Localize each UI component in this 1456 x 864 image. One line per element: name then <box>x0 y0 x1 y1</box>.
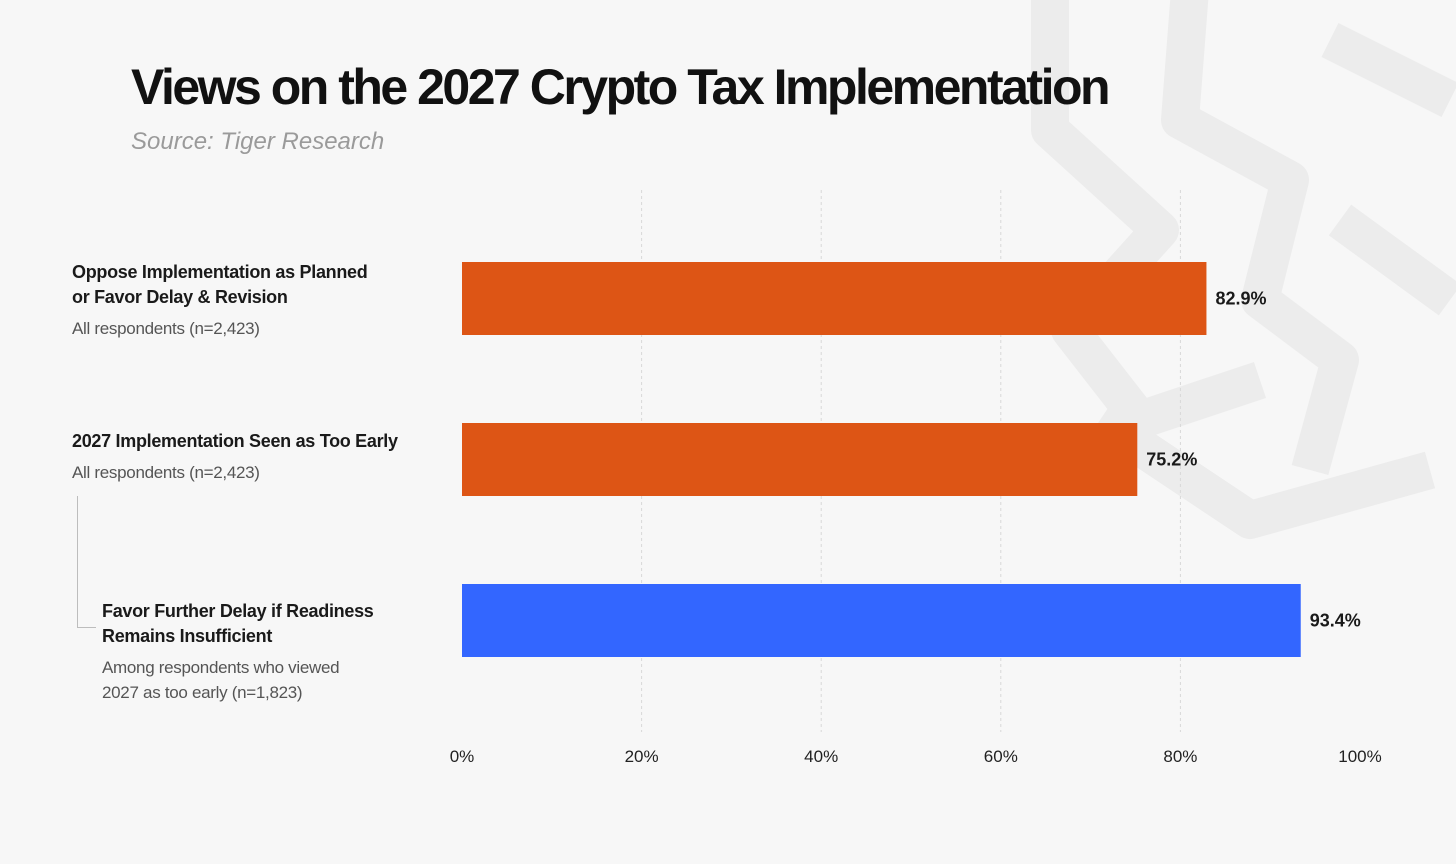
x-tick-label: 100% <box>1338 747 1381 766</box>
x-tick-label: 0% <box>450 747 475 766</box>
category-sample-note: All respondents (n=2,423) <box>72 463 260 482</box>
category-label-further-delay: Favor Further Delay if Readiness Remains… <box>102 599 374 705</box>
x-tick-label: 80% <box>1163 747 1197 766</box>
category-name: Favor Further Delay if Readiness Remains… <box>102 601 374 646</box>
category-name: Oppose Implementation as Planned or Favo… <box>72 262 368 307</box>
category-label-too-early: 2027 Implementation Seen as Too Early Al… <box>72 429 398 485</box>
chart-title: Views on the 2027 Crypto Tax Implementat… <box>131 59 1111 115</box>
x-tick-label: 40% <box>804 747 838 766</box>
category-label-oppose: Oppose Implementation as Planned or Favo… <box>72 260 368 341</box>
x-tick-label: 20% <box>625 747 659 766</box>
chart-subtitle: Source: Tiger Research <box>131 128 385 155</box>
bar-value-label: 82.9% <box>1215 289 1266 309</box>
bar-value-label: 93.4% <box>1310 611 1361 631</box>
bar <box>462 262 1207 335</box>
category-sample-note: All respondents (n=2,423) <box>72 319 260 338</box>
x-tick-label: 60% <box>984 747 1018 766</box>
subgroup-connector-line <box>77 496 96 628</box>
category-name: 2027 Implementation Seen as Too Early <box>72 431 398 451</box>
bar <box>462 584 1301 657</box>
category-sample-note: Among respondents who viewed 2027 as too… <box>102 658 340 702</box>
bar <box>462 423 1138 496</box>
bar-value-label: 75.2% <box>1146 450 1197 470</box>
